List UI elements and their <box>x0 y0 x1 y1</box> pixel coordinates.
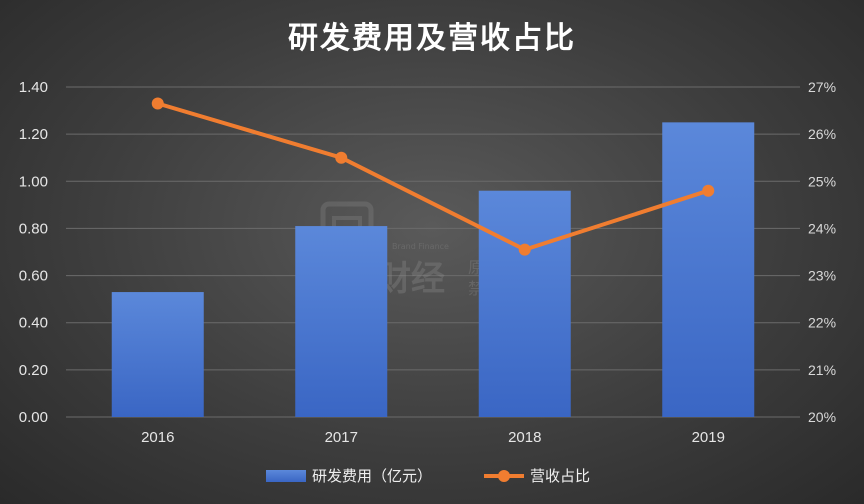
legend: 研发费用（亿元） 营收占比 <box>266 467 590 485</box>
x-tick-label: 2019 <box>692 429 725 446</box>
bar <box>295 226 388 417</box>
y-right-tick-label: 20% <box>808 409 836 425</box>
line-point <box>335 151 348 164</box>
y-right-tick-label: 25% <box>808 173 836 189</box>
line-point <box>151 97 164 110</box>
bar <box>662 122 755 417</box>
line-series <box>151 97 715 256</box>
legend-line-marker <box>498 470 510 482</box>
y-left-tick-label: 0.60 <box>19 268 48 285</box>
y-left-tick-label: 1.20 <box>19 126 48 143</box>
x-axis: 2016 2017 2018 2019 <box>141 429 725 446</box>
line-point <box>702 184 715 197</box>
y-right-tick-label: 24% <box>808 220 836 236</box>
line-point <box>518 243 531 256</box>
y-axis-left: 0.00 0.20 0.40 0.60 0.80 1.00 1.20 1.40 <box>19 79 48 426</box>
x-tick-label: 2016 <box>141 429 174 446</box>
legend-bar-label: 研发费用（亿元） <box>312 467 432 485</box>
y-left-tick-label: 1.00 <box>19 173 48 190</box>
bar <box>478 190 571 417</box>
y-left-tick-label: 0.20 <box>19 362 48 379</box>
line-path <box>157 101 709 252</box>
y-axis-right: 20% 21% 22% 23% 24% 25% 26% 27% <box>808 79 836 425</box>
bar <box>111 292 204 417</box>
y-right-tick-label: 22% <box>808 315 836 331</box>
watermark-brand: 财经 <box>377 259 445 299</box>
x-tick-label: 2018 <box>508 429 541 446</box>
legend-line-label: 营收占比 <box>530 467 590 485</box>
y-left-tick-label: 0.40 <box>19 315 48 332</box>
bar-series <box>111 122 755 417</box>
y-left-tick-label: 0.00 <box>19 409 48 426</box>
x-tick-label: 2017 <box>325 429 358 446</box>
y-right-tick-label: 23% <box>808 268 836 284</box>
y-right-tick-label: 21% <box>808 362 836 378</box>
y-right-tick-label: 27% <box>808 79 836 95</box>
chart-title: 研发费用及营收占比 <box>288 21 576 56</box>
y-left-tick-label: 0.80 <box>19 220 48 237</box>
y-left-tick-label: 1.40 <box>19 79 48 96</box>
watermark-brand-en: Brand Finance <box>392 242 449 251</box>
legend-bar-swatch <box>266 470 306 482</box>
y-right-tick-label: 26% <box>808 126 836 142</box>
